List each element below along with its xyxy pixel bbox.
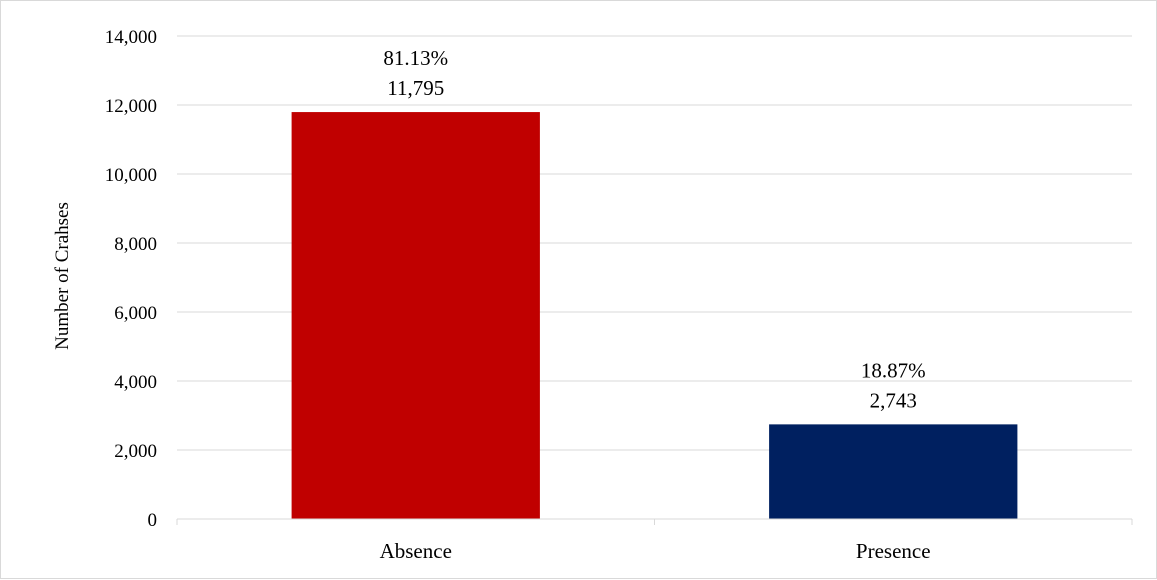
y-tick-label: 10,000	[105, 165, 157, 186]
bar-presence	[769, 424, 1018, 519]
y-axis-ticks: 0 2,000 4,000 6,000 8,000 10,000 12,000 14,000	[105, 27, 157, 531]
y-tick-label: 2,000	[114, 441, 157, 462]
percent-label: 81.13%	[383, 46, 448, 70]
x-tick-label: Presence	[856, 539, 931, 563]
y-axis-title: Number of Crahses	[52, 202, 73, 350]
percent-label: 18.87%	[861, 358, 926, 382]
bars	[291, 112, 1018, 519]
value-label: 2,743	[870, 388, 917, 412]
x-axis-ticks: Absence Presence	[380, 539, 931, 563]
y-tick-label: 0	[148, 510, 158, 531]
y-tick-label: 4,000	[114, 372, 157, 393]
bar-absence	[291, 112, 540, 519]
y-tick-label: 14,000	[105, 27, 157, 48]
x-axis	[176, 518, 1133, 525]
y-tick-label: 12,000	[105, 96, 157, 117]
y-tick-label: 6,000	[114, 303, 157, 324]
value-label: 11,795	[387, 76, 444, 100]
x-tick-label: Absence	[380, 539, 452, 563]
data-labels: 81.13% 11,795 18.87% 2,743	[383, 46, 925, 412]
y-tick-label: 8,000	[114, 234, 157, 255]
